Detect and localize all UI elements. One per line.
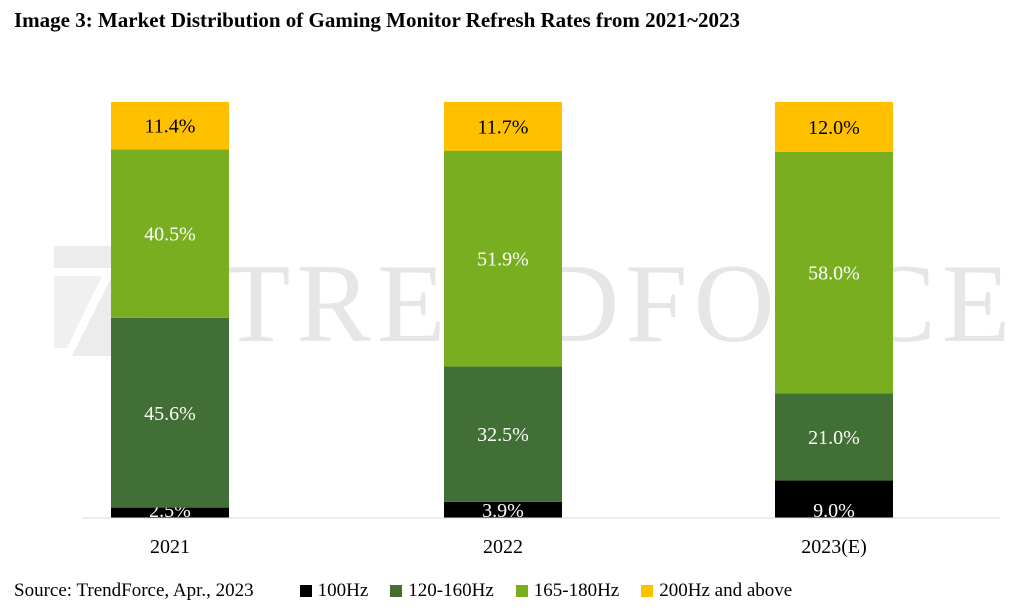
legend-label: 120-160Hz: [408, 580, 494, 601]
legend-label: 165-180Hz: [533, 580, 620, 601]
bar-segment-165-180hz: [444, 150, 562, 367]
legend-swatch: [515, 585, 528, 597]
bar-segment-165-180hz: [111, 149, 229, 318]
data-label: 21.0%: [808, 427, 860, 449]
legend-item-120-160hz: 120-160Hz: [390, 580, 494, 602]
data-label: 40.5%: [144, 224, 196, 246]
x-tick-label: 2023(E): [801, 536, 867, 558]
bar-segment-100hz: [775, 480, 893, 518]
data-label: 45.6%: [144, 403, 196, 425]
legend-item-200hz-and-above: 200Hz and above: [641, 580, 792, 602]
legend-item-165-180hz: 165-180Hz: [515, 580, 620, 602]
bar-segment-200hz-and-above: [775, 102, 893, 152]
legend-label: 200Hz and above: [659, 580, 793, 601]
data-label: 11.4%: [145, 116, 196, 138]
chart-title: Image 3: Market Distribution of Gaming M…: [14, 8, 740, 32]
bar-segment-120-160hz: [111, 317, 229, 508]
bar-segment-120-160hz: [444, 366, 562, 502]
data-label: 58.0%: [808, 263, 860, 285]
data-label: 32.5%: [477, 424, 529, 446]
data-label: 11.7%: [478, 116, 529, 138]
source-note: Source: TrendForce, Apr., 2023: [14, 580, 254, 601]
legend-swatch: [641, 585, 654, 597]
bar-segment-165-180hz: [775, 151, 893, 394]
data-label: 12.0%: [808, 117, 860, 139]
bar-segment-200hz-and-above: [111, 102, 229, 150]
data-label: 51.9%: [477, 249, 529, 271]
legend: 100Hz 120-160Hz 165-180Hz 200Hz and abov…: [299, 580, 815, 602]
bar-segment-100hz: [444, 501, 562, 518]
bar-segment-100hz: [111, 507, 229, 518]
legend-label: 100Hz: [317, 580, 369, 601]
legend-item-100hz: 100Hz: [299, 580, 369, 602]
legend-swatch: [299, 585, 312, 597]
bar-segment-200hz-and-above: [444, 102, 562, 151]
data-label: 9.0%: [813, 500, 855, 522]
data-label: 3.9%: [482, 500, 524, 522]
x-tick-label: 2021: [150, 536, 190, 558]
bar-segment-120-160hz: [775, 393, 893, 481]
x-tick-label: 2022: [483, 536, 523, 558]
chart-footer: Source: TrendForce, Apr., 2023 100Hz 120…: [14, 580, 814, 602]
legend-swatch: [390, 585, 403, 597]
